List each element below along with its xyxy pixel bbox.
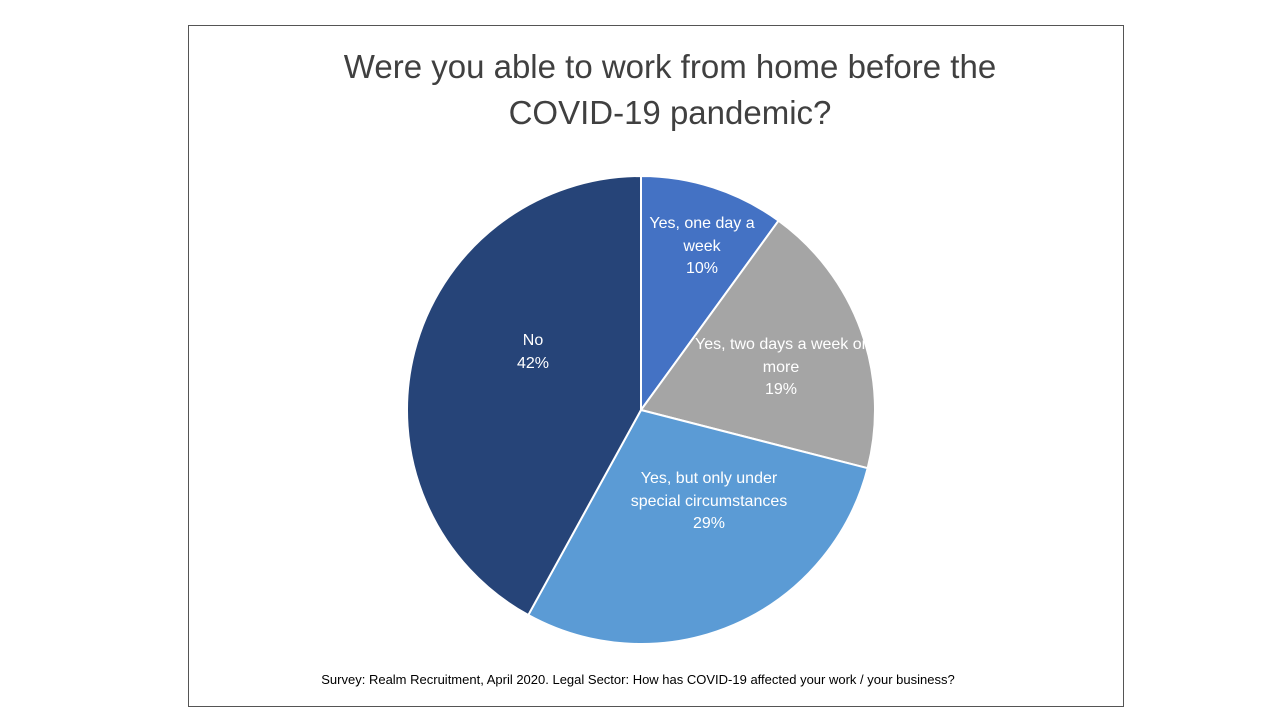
source-note: Survey: Realm Recruitment, April 2020. L… xyxy=(321,672,955,687)
pie-slice xyxy=(406,174,642,617)
data-label: No 42% xyxy=(473,330,593,375)
data-label: Yes, two days a week or more 19% xyxy=(694,334,869,402)
pie-slice xyxy=(526,408,869,645)
value-label: 19% xyxy=(764,381,798,398)
value-label: 42% xyxy=(516,354,550,372)
pie-slice xyxy=(640,174,780,414)
category-label: No xyxy=(522,332,544,349)
chart-title: Were you able to work from home before t… xyxy=(343,48,997,131)
data-label: Yes, but only under special circumstance… xyxy=(627,468,792,536)
value-label: 10% xyxy=(685,260,719,277)
pie-slice xyxy=(639,219,876,470)
data-label: Yes, one day a week 10% xyxy=(642,213,762,281)
category-label: Yes, but only under special circumstance… xyxy=(630,470,788,510)
value-label: 29% xyxy=(692,515,726,532)
category-label: Yes, one day a week xyxy=(649,215,755,255)
chart-frame xyxy=(188,25,1124,707)
category-label: Yes, two days a week or more xyxy=(695,336,867,376)
